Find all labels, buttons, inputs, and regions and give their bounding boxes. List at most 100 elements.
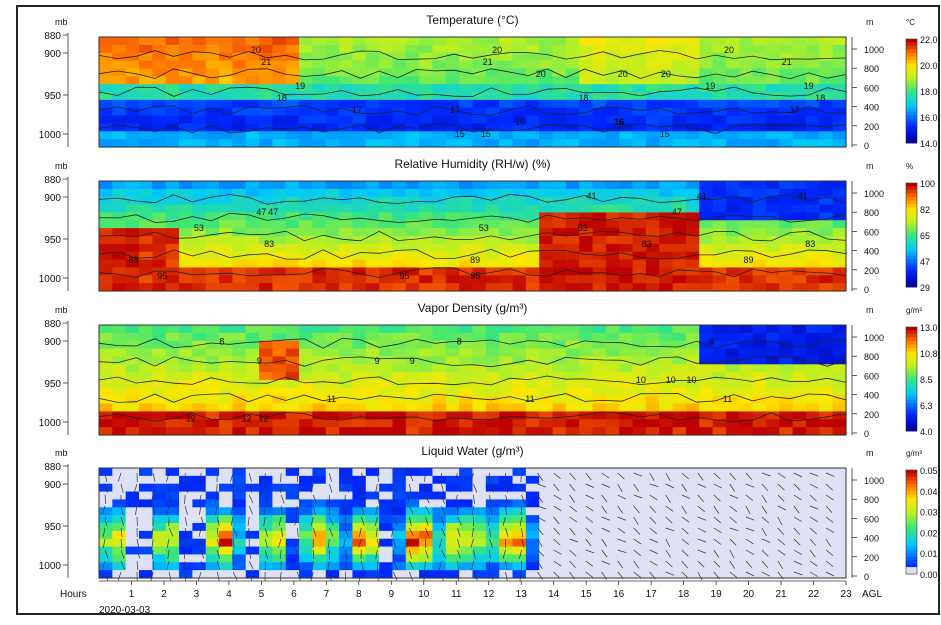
heatmap-cell: [553, 283, 567, 291]
heatmap-cell: [646, 372, 660, 380]
heatmap-cell: [753, 220, 767, 228]
heatmap-cell: [539, 236, 553, 244]
heatmap-cell: [833, 492, 847, 500]
heatmap-cell: [419, 507, 433, 515]
heatmap-cell: [686, 325, 700, 333]
heatmap-cell: [246, 252, 260, 260]
heatmap-cell: [352, 547, 366, 555]
heatmap-cell: [459, 531, 473, 539]
heatmap-cell: [446, 236, 460, 244]
heatmap-cell: [366, 76, 380, 84]
time-tick-label: 7: [324, 589, 330, 600]
heatmap-cell: [686, 92, 700, 100]
heatmap-cell: [432, 244, 446, 252]
heatmap-cell: [99, 76, 113, 84]
heatmap-cell: [659, 562, 673, 570]
heatmap-cell: [366, 267, 380, 275]
heatmap-cell: [339, 427, 353, 435]
contour-label: 47: [268, 207, 278, 217]
left-axis-unit: mb: [55, 17, 68, 27]
heatmap-cell: [326, 499, 340, 507]
heatmap-cell: [326, 100, 340, 108]
heatmap-cell: [446, 84, 460, 92]
heatmap-cell: [232, 468, 246, 476]
right-axis-unit: m: [866, 161, 874, 171]
heatmap-cell: [686, 349, 700, 357]
heatmap-cell: [139, 92, 153, 100]
heatmap-cell: [619, 349, 633, 357]
heatmap-cell: [566, 189, 580, 197]
heatmap-cell: [126, 531, 140, 539]
heatmap-cell: [593, 356, 607, 364]
heatmap-cell: [446, 283, 460, 291]
heatmap-cell: [339, 333, 353, 341]
heatmap-cell: [539, 492, 553, 500]
heatmap-cell: [232, 139, 246, 147]
heatmap-cell: [633, 325, 647, 333]
heatmap-cell: [726, 116, 740, 124]
heatmap-cell: [699, 427, 713, 435]
heatmap-cell: [819, 283, 833, 291]
heatmap-cell: [152, 372, 166, 380]
heatmap-cell: [232, 220, 246, 228]
heatmap-cell: [166, 547, 180, 555]
heatmap-cell: [646, 76, 660, 84]
heatmap-cell: [619, 244, 633, 252]
colorbar-tick-label: 0.05: [920, 466, 938, 476]
heatmap-cell: [139, 53, 153, 61]
heatmap-cell: [299, 404, 313, 412]
heatmap-cell: [352, 554, 366, 562]
heatmap-cell: [486, 283, 500, 291]
heatmap-cell: [686, 181, 700, 189]
heatmap-cell: [352, 380, 366, 388]
heatmap-cell: [432, 523, 446, 531]
heatmap-cell: [486, 189, 500, 197]
heatmap-cell: [432, 275, 446, 283]
heatmap-cell: [272, 275, 286, 283]
heatmap-cell: [686, 364, 700, 372]
heatmap-cell: [259, 380, 273, 388]
heatmap-cell: [766, 76, 780, 84]
heatmap-cell: [232, 100, 246, 108]
heatmap-cell: [206, 45, 220, 53]
heatmap-cell: [793, 411, 807, 419]
contour-label: 11: [525, 394, 534, 404]
time-tick-label: 21: [775, 589, 787, 600]
heatmap-cell: [192, 492, 206, 500]
colorbar-step: [906, 365, 917, 369]
colorbar-tick-label: 82: [920, 205, 930, 215]
heatmap-cell: [686, 396, 700, 404]
left-tick-label: 950: [44, 379, 61, 390]
heatmap-cell: [793, 404, 807, 412]
heatmap-cell: [766, 283, 780, 291]
heatmap-cell: [272, 325, 286, 333]
heatmap-cell: [272, 419, 286, 427]
heatmap-cell: [526, 220, 540, 228]
heatmap-cell: [126, 267, 140, 275]
heatmap-cell: [326, 131, 340, 139]
heatmap-cell: [606, 92, 620, 100]
heatmap-cell: [219, 123, 233, 131]
heatmap-cell: [646, 53, 660, 61]
heatmap-cell: [793, 356, 807, 364]
heatmap-cell: [673, 476, 687, 484]
heatmap-cell: [379, 554, 393, 562]
heatmap-cell: [299, 37, 313, 45]
heatmap-cell: [806, 252, 820, 260]
heatmap-cell: [406, 388, 420, 396]
heatmap-cell: [192, 123, 206, 131]
heatmap-cell: [739, 139, 753, 147]
heatmap-cell: [379, 131, 393, 139]
heatmap-cell: [272, 364, 286, 372]
heatmap-cell: [579, 427, 593, 435]
heatmap-cell: [526, 45, 540, 53]
heatmap-cell: [246, 468, 260, 476]
heatmap-cell: [219, 562, 233, 570]
heatmap-cell: [179, 388, 193, 396]
heatmap-cell: [526, 484, 540, 492]
heatmap-cell: [192, 404, 206, 412]
heatmap-cell: [299, 131, 313, 139]
heatmap-cell: [339, 419, 353, 427]
heatmap-cell: [659, 244, 673, 252]
heatmap-cell: [753, 84, 767, 92]
